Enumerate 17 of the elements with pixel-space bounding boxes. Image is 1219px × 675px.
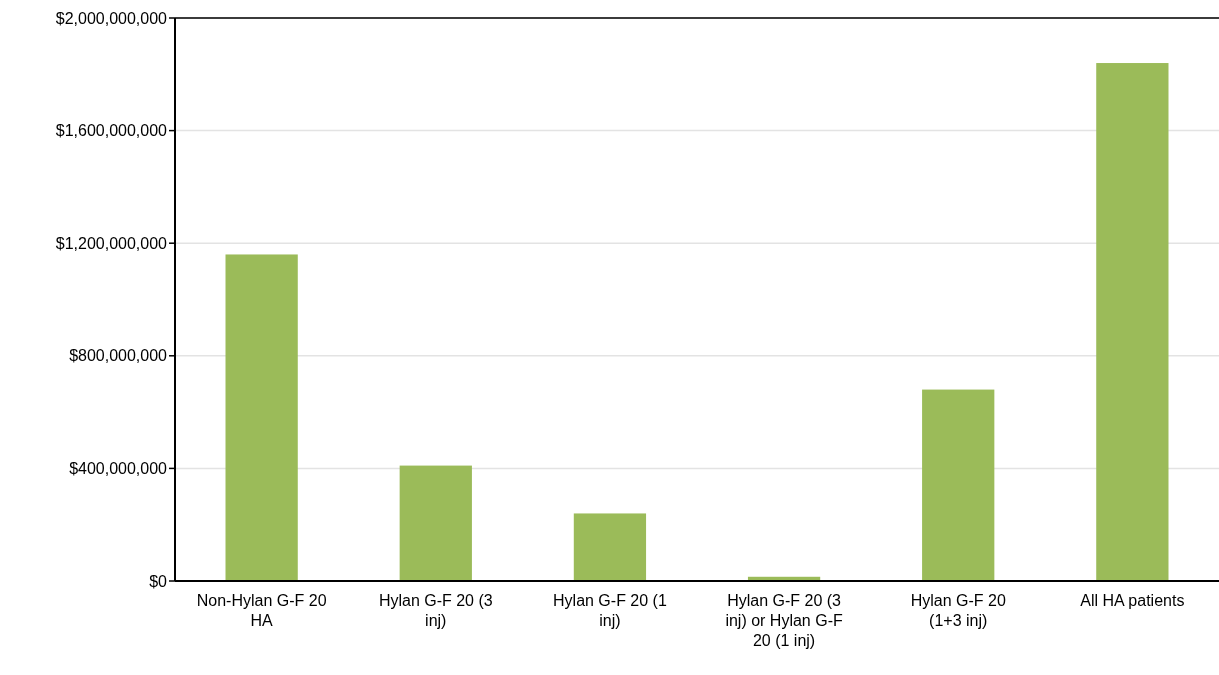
y-tick-label: $1,600,000,000	[55, 122, 168, 140]
x-tick-label: Hylan G-F 20 (1+3 inj)	[910, 592, 1006, 629]
x-tick-label: All HA patients	[1080, 592, 1185, 609]
bar	[922, 389, 995, 581]
y-tick-label: $2,000,000,000	[55, 9, 168, 27]
bar	[573, 513, 647, 581]
x-tick-label: Hylan G-F 20 (3 inj) or Hylan G-F 20 (1 inj)	[725, 592, 843, 649]
bar	[225, 254, 298, 581]
x-tick-label: Non-Hylan G-F 20 HA	[196, 592, 327, 629]
y-tick-label: $1,200,000,000	[55, 234, 168, 252]
y-tick-label: $0	[149, 572, 168, 590]
x-tick-label: Hylan G-F 20 (3 inj)	[378, 592, 493, 629]
bar	[1096, 63, 1169, 581]
y-tick-label: $800,000,000	[69, 347, 168, 365]
bar	[399, 465, 472, 581]
x-tick-label: Hylan G-F 20 (1 inj)	[553, 592, 667, 629]
y-tick-label: $400,000,000	[69, 460, 168, 477]
